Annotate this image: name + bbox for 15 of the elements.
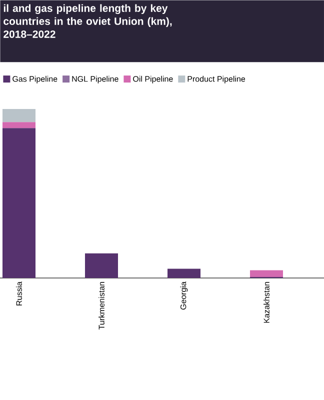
legend-label: Gas Pipeline [12, 76, 58, 84]
bar [2, 122, 36, 128]
legend-label: NGL Pipeline [72, 76, 118, 84]
x-tick-label: Turkmenistan [98, 282, 104, 330]
legend-label: Product Pipeline [188, 76, 246, 84]
bar [84, 253, 118, 278]
bar [250, 270, 283, 277]
bar [167, 268, 200, 278]
legend-label: Oil Pipeline [133, 76, 173, 84]
chart-title: il and gas pipeline length by key countries in the oviet Union (km), 2018–2022 [4, 4, 172, 38]
bar [2, 109, 36, 122]
x-tick-label: Russia [16, 282, 22, 306]
x-tick-label: Georgia [180, 282, 188, 310]
bar [2, 128, 36, 278]
x-tick-label: Kazakhstan [264, 282, 270, 323]
